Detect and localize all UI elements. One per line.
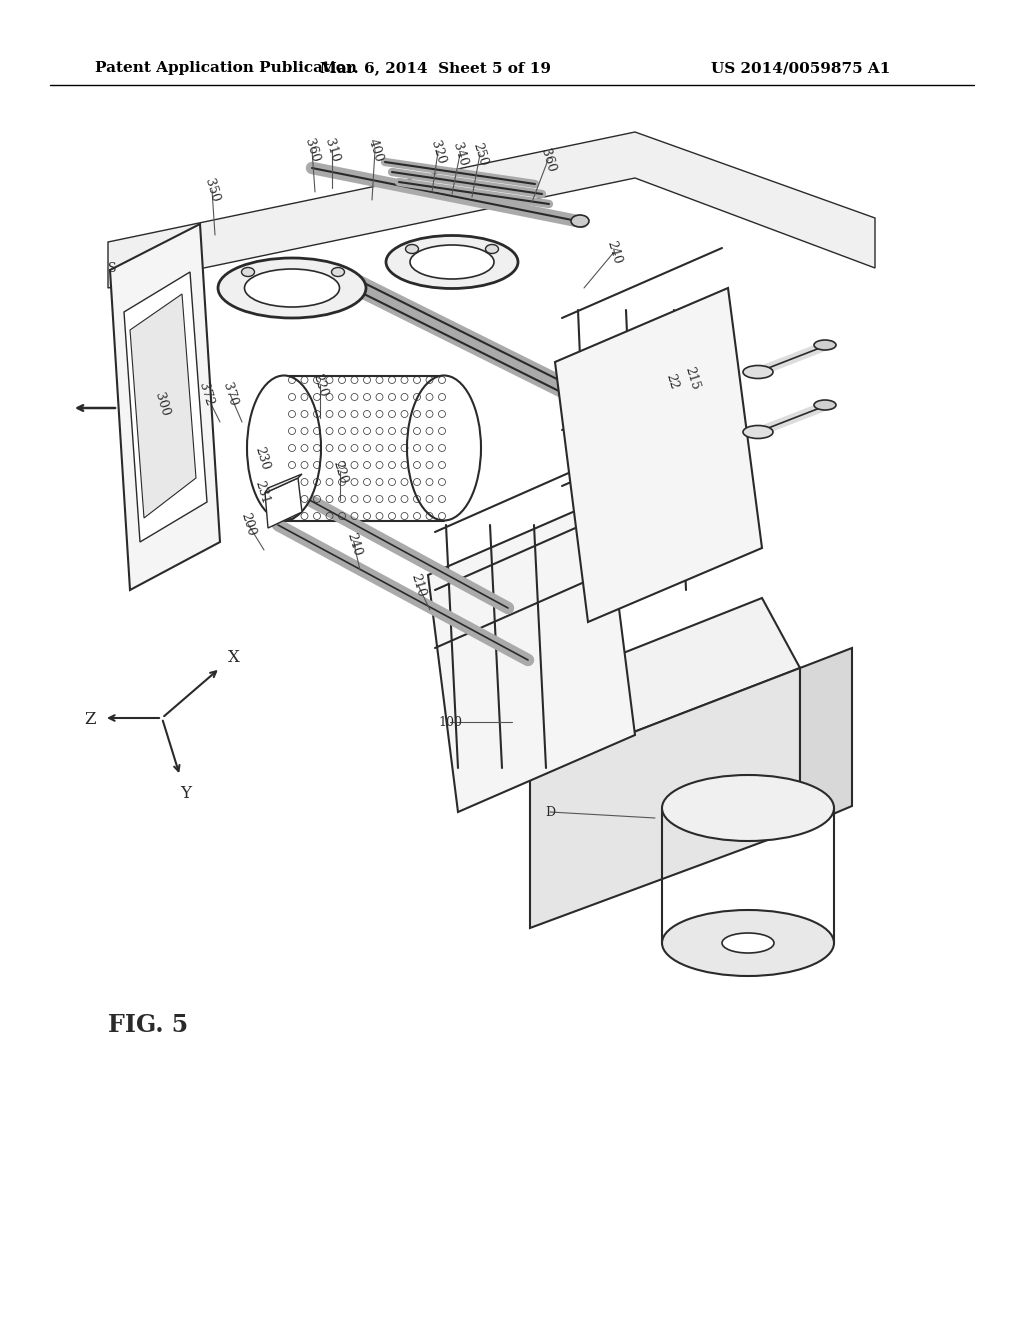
Polygon shape [492, 598, 800, 772]
Ellipse shape [242, 268, 255, 276]
Text: 22: 22 [664, 372, 681, 392]
Ellipse shape [332, 268, 344, 276]
Text: 300: 300 [153, 391, 172, 417]
Text: 310: 310 [323, 137, 342, 164]
Ellipse shape [571, 215, 589, 227]
Text: 370: 370 [220, 380, 240, 408]
Polygon shape [124, 272, 207, 543]
Ellipse shape [743, 425, 773, 438]
Ellipse shape [406, 244, 419, 253]
Ellipse shape [485, 244, 499, 253]
Text: 400: 400 [366, 137, 385, 164]
Ellipse shape [814, 400, 836, 411]
Text: FIG. 5: FIG. 5 [108, 1012, 188, 1038]
Polygon shape [530, 668, 800, 928]
Polygon shape [130, 294, 196, 517]
Text: S: S [108, 261, 117, 275]
Polygon shape [265, 474, 302, 492]
Polygon shape [108, 132, 874, 288]
Text: X: X [228, 649, 240, 667]
Text: US 2014/0059875 A1: US 2014/0059875 A1 [711, 61, 890, 75]
Text: 250: 250 [470, 141, 489, 168]
Text: 240: 240 [604, 239, 624, 265]
Text: 360: 360 [302, 137, 322, 164]
Text: 220: 220 [331, 459, 349, 486]
Text: D: D [545, 805, 555, 818]
Text: 200: 200 [239, 511, 258, 537]
Ellipse shape [245, 269, 340, 308]
Ellipse shape [410, 246, 494, 279]
Text: Patent Application Publication: Patent Application Publication [95, 61, 357, 75]
Ellipse shape [247, 375, 321, 520]
Text: 340: 340 [451, 141, 470, 168]
Polygon shape [428, 498, 635, 812]
Ellipse shape [386, 235, 518, 289]
Ellipse shape [218, 257, 366, 318]
Ellipse shape [743, 366, 773, 379]
Text: 220: 220 [310, 372, 330, 399]
Text: Z: Z [84, 711, 96, 729]
Text: 210: 210 [409, 572, 428, 598]
Text: 350: 350 [203, 177, 222, 203]
Text: 231: 231 [252, 479, 271, 506]
Text: 320: 320 [428, 139, 447, 165]
Polygon shape [555, 288, 762, 622]
Text: 240: 240 [344, 531, 364, 557]
Text: 215: 215 [682, 364, 701, 391]
Text: 100: 100 [438, 715, 462, 729]
Text: 230: 230 [252, 445, 271, 471]
Polygon shape [110, 224, 220, 590]
Ellipse shape [722, 933, 774, 953]
Text: 372: 372 [197, 380, 216, 408]
Text: Y: Y [180, 784, 191, 801]
Text: Mar. 6, 2014  Sheet 5 of 19: Mar. 6, 2014 Sheet 5 of 19 [319, 61, 551, 75]
Polygon shape [265, 478, 302, 528]
Ellipse shape [662, 909, 834, 975]
Ellipse shape [662, 775, 834, 841]
Ellipse shape [407, 375, 481, 520]
Text: 360: 360 [539, 147, 558, 173]
Ellipse shape [814, 341, 836, 350]
Polygon shape [800, 648, 852, 828]
